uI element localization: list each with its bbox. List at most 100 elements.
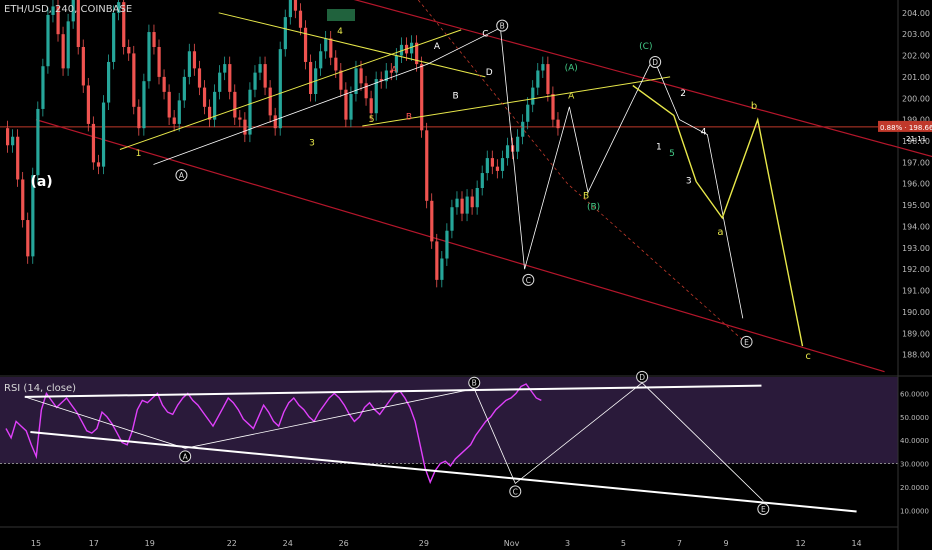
candle-body: [142, 81, 146, 129]
last-price-badge: 0.88% · 198.66: [880, 124, 932, 132]
candle-body: [440, 258, 444, 280]
candle-body: [389, 70, 393, 73]
channel-upper-line: [353, 0, 932, 158]
candle-body: [324, 38, 328, 52]
candle-body: [167, 91, 171, 118]
circled-label-ring: [496, 19, 509, 32]
price-tick-label: 191.00: [902, 287, 930, 296]
candle-body: [505, 145, 510, 159]
wave-line-white-1: [153, 27, 501, 165]
candle-body: [81, 47, 85, 86]
candle-body: [86, 85, 90, 124]
rsi-lower-trendline: [30, 430, 857, 513]
rsi-circled-label-ring: [636, 370, 649, 383]
countdown-label: 21:11: [906, 135, 926, 143]
candle-body: [187, 51, 191, 77]
candle-body: [298, 10, 303, 28]
candle-body: [445, 230, 449, 259]
wave-label: 2: [680, 89, 686, 99]
candle-body: [182, 76, 186, 101]
wave-label: B: [406, 113, 412, 123]
candle-body: [283, 17, 287, 50]
wave-label: (A): [565, 64, 578, 74]
wave-label: A: [568, 91, 575, 101]
candle-body: [172, 117, 176, 124]
candle-body: [6, 128, 10, 146]
wave-label: 1: [136, 149, 142, 159]
candle-body: [71, 0, 75, 22]
candle-body: [31, 175, 35, 257]
circled-label: B: [500, 22, 505, 31]
wave-label: 1: [656, 143, 662, 153]
wave-label: (B): [587, 202, 600, 212]
candle-body: [551, 94, 555, 120]
circled-label-ring: [175, 169, 188, 182]
candle-body: [177, 100, 181, 124]
wave-label: 5: [669, 149, 675, 159]
candle-body: [303, 27, 308, 62]
price-tick-label: 196.00: [902, 180, 930, 189]
candle-body: [349, 94, 353, 120]
candle-body: [16, 136, 20, 180]
price-tick-label: 198.00: [902, 137, 930, 146]
price-tick-label: 188.00: [902, 351, 930, 360]
candle-body: [162, 76, 166, 92]
wave-line-yellow-abc: [632, 84, 804, 347]
chart-title: ETH/USD, 240, COINBASE: [4, 4, 133, 15]
candle-body: [107, 61, 111, 103]
price-tick-label: 190.00: [902, 308, 930, 317]
price-tick-label: 197.00: [902, 158, 930, 167]
circled-label: A: [179, 171, 185, 180]
candle-body: [470, 196, 474, 208]
candle-body: [263, 64, 267, 88]
candle-body: [233, 91, 237, 118]
rsi-tick-label: 10.0000: [900, 507, 929, 515]
wave-label: C: [482, 29, 488, 39]
circled-label-ring: [522, 273, 535, 286]
price-tick-label: 193.00: [902, 244, 930, 253]
candle-body: [253, 72, 257, 90]
candle-body: [26, 220, 30, 257]
rsi-zigzag: [24, 382, 764, 502]
candle-body: [430, 200, 434, 242]
candle-body: [334, 57, 338, 71]
time-tick-label: Nov: [504, 539, 520, 548]
price-tick-label: 203.00: [902, 30, 930, 39]
candle-body: [485, 158, 489, 174]
time-tick-label: 29: [419, 539, 429, 548]
candle-body: [369, 98, 373, 114]
candle-body: [192, 51, 197, 69]
candle-body: [76, 0, 80, 48]
rsi-circled-label: A: [183, 452, 189, 461]
rsi-circled-label: D: [639, 373, 645, 382]
time-tick-label: 9: [723, 539, 728, 548]
candle-body: [354, 68, 358, 94]
circled-label: C: [526, 276, 531, 285]
wave-label: B: [583, 192, 589, 202]
candle-body: [288, 0, 292, 18]
candle-body: [197, 68, 202, 88]
rsi-circled-label: E: [761, 505, 766, 514]
candle-body: [157, 47, 161, 77]
candle-body: [546, 64, 550, 94]
wave-label: c: [805, 351, 811, 362]
candle-body: [152, 32, 156, 47]
candle-body: [202, 87, 207, 107]
price-tick-label: 201.00: [902, 73, 930, 82]
candle-body: [455, 198, 459, 208]
candle-body: [228, 64, 232, 92]
candle-body: [359, 68, 363, 84]
candle-body: [36, 108, 40, 176]
candle-body: [41, 66, 45, 109]
wave-label: (C): [639, 42, 652, 52]
rsi-line: [5, 383, 542, 485]
wave-label: 3: [309, 138, 315, 148]
price-tick-label: 199.00: [902, 116, 930, 125]
wave-label: (a): [30, 174, 52, 190]
rsi-circled-label: B: [472, 379, 477, 388]
candle-body: [556, 119, 560, 129]
price-tick-label: 194.00: [902, 222, 930, 231]
candle-body: [364, 83, 368, 99]
candle-body: [208, 106, 212, 120]
time-tick-label: 14: [851, 539, 861, 548]
